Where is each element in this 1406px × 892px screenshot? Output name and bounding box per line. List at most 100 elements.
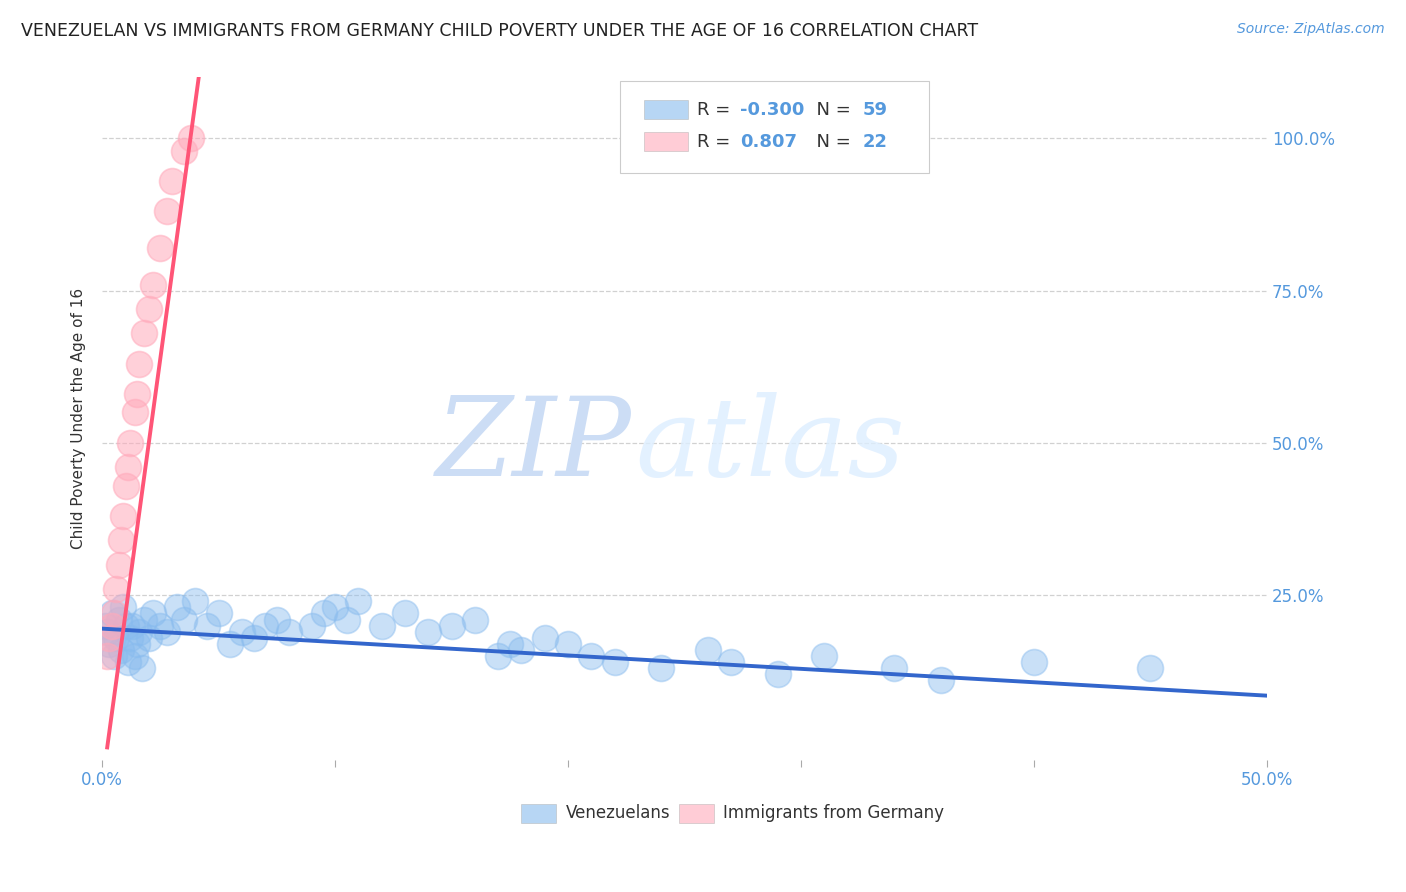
Text: Immigrants from Germany: Immigrants from Germany: [723, 805, 943, 822]
Point: [173, 144, 195, 158]
Point: [533, 631, 555, 645]
Point: [149, 241, 172, 255]
Point: [813, 648, 835, 663]
Text: ZIP: ZIP: [436, 392, 633, 500]
Point: [486, 648, 509, 663]
Point: [242, 631, 264, 645]
Point: [112, 508, 135, 523]
Point: [110, 643, 132, 657]
Point: [117, 460, 139, 475]
Point: [121, 618, 143, 632]
Point: [312, 607, 335, 621]
Point: [120, 631, 142, 645]
Point: [166, 600, 188, 615]
Point: [127, 387, 149, 401]
Point: [696, 643, 718, 657]
Point: [720, 655, 742, 669]
Point: [336, 613, 359, 627]
Point: [98, 637, 121, 651]
FancyBboxPatch shape: [522, 804, 557, 823]
Point: [464, 613, 486, 627]
Point: [195, 618, 218, 632]
Point: [128, 624, 150, 639]
Text: -0.300: -0.300: [741, 101, 804, 119]
Point: [510, 643, 533, 657]
Point: [581, 648, 603, 663]
Text: R =: R =: [697, 133, 737, 151]
Point: [1022, 655, 1045, 669]
Point: [124, 405, 146, 419]
Point: [138, 631, 160, 645]
Point: [301, 618, 323, 632]
Point: [156, 624, 179, 639]
Point: [105, 631, 128, 645]
Point: [131, 661, 153, 675]
Point: [323, 600, 346, 615]
Point: [231, 624, 253, 639]
Point: [114, 478, 136, 492]
Text: N =: N =: [804, 133, 856, 151]
Point: [208, 607, 231, 621]
Point: [219, 637, 242, 651]
Point: [127, 637, 149, 651]
Point: [371, 618, 394, 632]
Point: [114, 618, 136, 632]
Point: [107, 558, 129, 572]
Point: [96, 648, 118, 663]
Point: [603, 655, 626, 669]
Text: R =: R =: [697, 101, 737, 119]
Text: VENEZUELAN VS IMMIGRANTS FROM GERMANY CHILD POVERTY UNDER THE AGE OF 16 CORRELAT: VENEZUELAN VS IMMIGRANTS FROM GERMANY CH…: [21, 22, 979, 40]
Point: [254, 618, 277, 632]
Point: [347, 594, 370, 608]
Text: 22: 22: [863, 133, 887, 151]
FancyBboxPatch shape: [644, 100, 688, 119]
Point: [557, 637, 579, 651]
Point: [117, 655, 139, 669]
Point: [883, 661, 905, 675]
Point: [650, 661, 672, 675]
Point: [120, 436, 142, 450]
Point: [107, 613, 129, 627]
Point: [418, 624, 440, 639]
Y-axis label: Child Poverty Under the Age of 16: Child Poverty Under the Age of 16: [72, 288, 86, 549]
Point: [103, 607, 125, 621]
Point: [156, 204, 179, 219]
Text: 59: 59: [863, 101, 887, 119]
Point: [105, 582, 128, 596]
Point: [499, 637, 522, 651]
Point: [100, 607, 122, 621]
Point: [142, 607, 165, 621]
Point: [112, 600, 135, 615]
Point: [766, 667, 789, 681]
Point: [173, 613, 195, 627]
Text: N =: N =: [804, 101, 856, 119]
Text: 0.807: 0.807: [741, 133, 797, 151]
Point: [128, 357, 150, 371]
Text: atlas: atlas: [636, 392, 905, 500]
Point: [184, 594, 207, 608]
Point: [142, 277, 165, 292]
Point: [149, 618, 172, 632]
Point: [266, 613, 288, 627]
Point: [440, 618, 463, 632]
FancyBboxPatch shape: [620, 81, 929, 173]
Point: [138, 301, 160, 316]
FancyBboxPatch shape: [644, 132, 688, 151]
Point: [394, 607, 416, 621]
Point: [180, 131, 202, 145]
Point: [134, 326, 156, 341]
Point: [110, 533, 132, 548]
Point: [124, 648, 146, 663]
Point: [1139, 661, 1161, 675]
Point: [134, 613, 156, 627]
FancyBboxPatch shape: [679, 804, 714, 823]
Point: [929, 673, 952, 688]
Point: [277, 624, 299, 639]
Point: [100, 618, 122, 632]
Point: [93, 618, 115, 632]
Point: [96, 624, 118, 639]
Point: [103, 648, 125, 663]
Text: Source: ZipAtlas.com: Source: ZipAtlas.com: [1237, 22, 1385, 37]
Text: Venezuelans: Venezuelans: [565, 805, 671, 822]
Point: [98, 631, 121, 645]
